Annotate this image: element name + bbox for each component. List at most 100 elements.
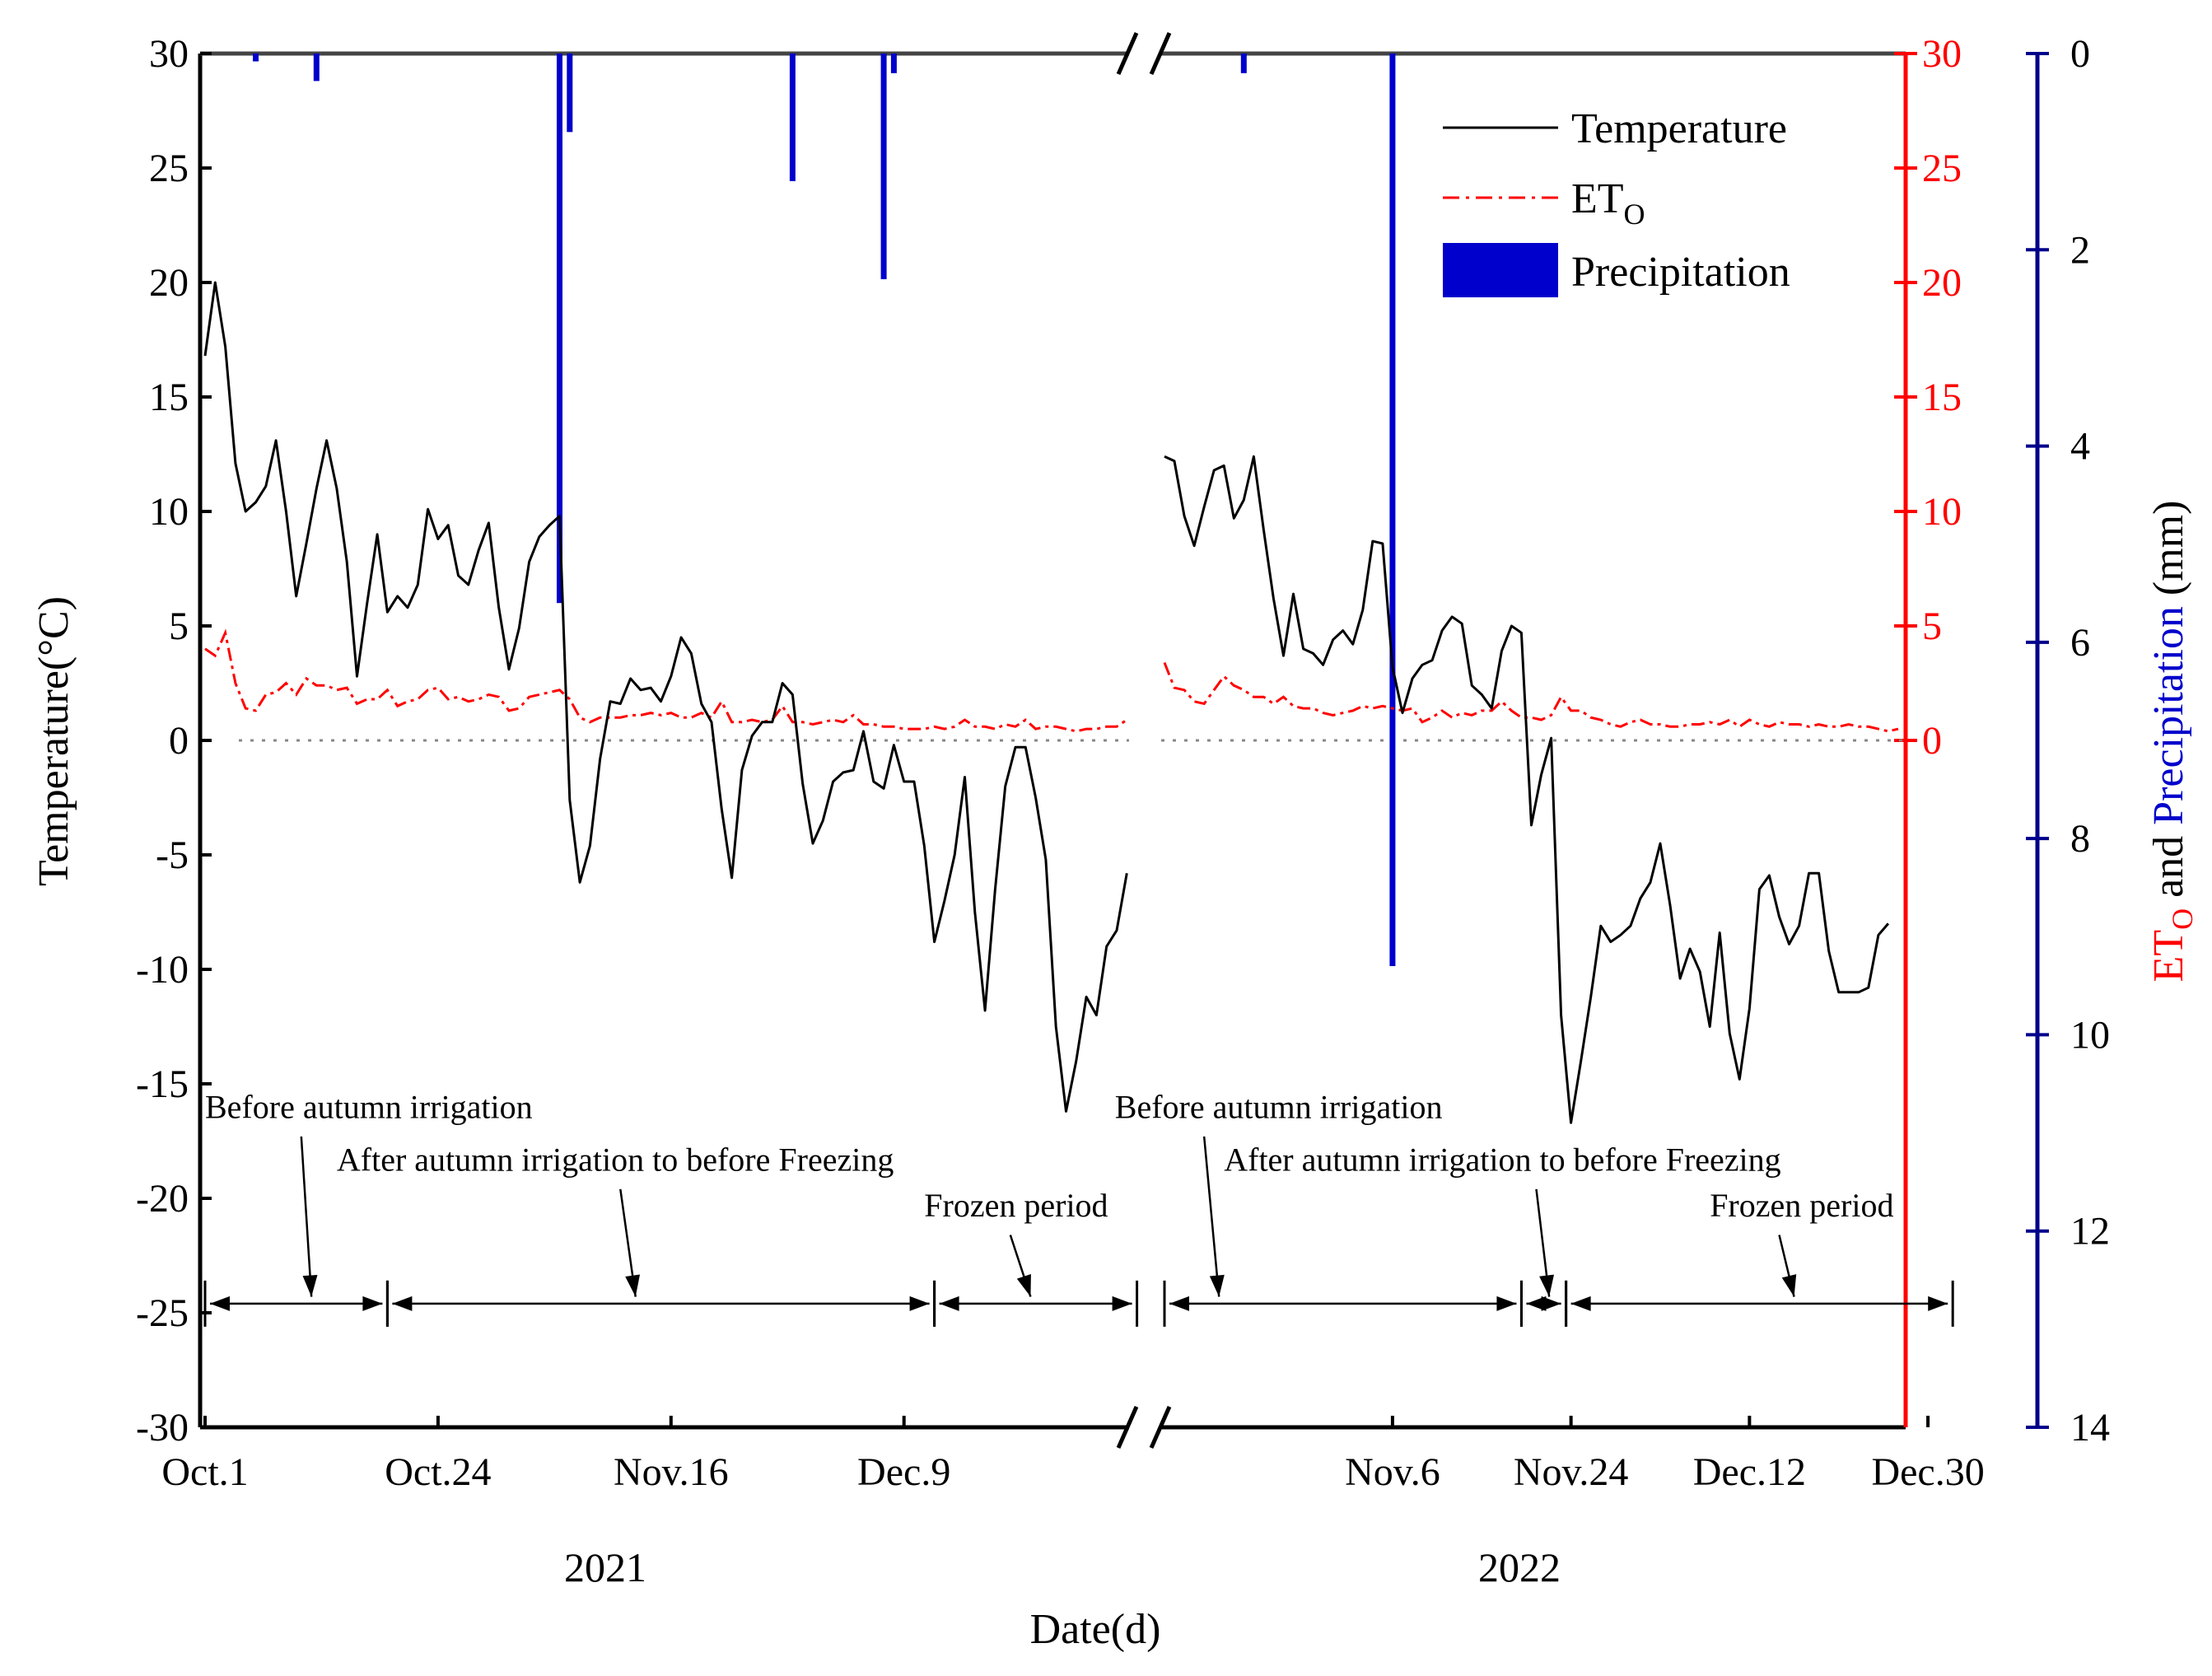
left-y-tick-label: -15 [136,1062,189,1106]
x-tick-label: Oct.1 [161,1450,248,1494]
precipitation-bars [253,54,1396,967]
period-arrowhead [1928,1296,1948,1311]
precip-y-tick-label: 10 [2070,1013,2110,1057]
left-y-tick-label: 15 [149,376,189,419]
precip-y-tick-label: 6 [2070,621,2090,665]
right-title-eto: ET [2145,930,2192,983]
eto-y-tick-label: 15 [1922,376,1962,419]
eto-y-tick-label: 0 [1922,719,1942,763]
period-arrowhead [362,1296,383,1311]
temperature-line [203,281,1128,1113]
x-tick-label: Dec.9 [857,1450,950,1494]
period-annotations: Before autumn irrigation After autumn irr… [205,1089,1893,1297]
precip-y-tick-label: 14 [2070,1406,2110,1450]
annotation-arrowhead [1016,1274,1031,1297]
left-y-tick-label: 5 [169,605,189,648]
left-y-tick-label: -20 [136,1177,189,1221]
x-tick-label: Nov.16 [614,1450,729,1494]
period-arrowhead [1526,1296,1547,1311]
left-y-tick-label: 20 [149,261,189,305]
precipitation-bar [789,54,796,181]
period-markers [203,1280,1954,1327]
right-title-precip: Precipitation [2145,606,2192,825]
x-axis: Oct.1 Oct.24 Nov.16 Dec.9 Nov.6 Nov.24 Dec.12 D… [161,1416,1985,1494]
axis-break-bottom [1116,1405,1172,1450]
right-title-unit: (mm) [2145,501,2192,607]
year-label: 2021 [564,1544,646,1590]
legend-label-temperature: Temperature [1571,105,1787,152]
period-arrowhead [1169,1296,1189,1311]
precip-y-tick-label: 12 [2070,1210,2110,1253]
left-y-tick-label: 25 [149,147,189,190]
eto-y-tick-label: 30 [1922,32,1962,76]
left-y-axis: 30 25 20 15 10 5 0 -5 -10 -15 -20 -25 -30 [136,32,212,1450]
legend-swatch-precipitation [1443,243,1558,297]
period-arrowhead [1570,1296,1591,1311]
eto-y-tick-label: 10 [1922,490,1962,534]
period-arrowhead [909,1296,930,1311]
precip-y-tick-label: 2 [2070,228,2090,272]
annotation-arrowhead [1781,1274,1797,1297]
precipitation-bar [880,54,887,280]
left-y-tick-label: -30 [136,1406,189,1450]
right-y-axis-title: ETO and Precipitation (mm) [2145,501,2199,983]
eto-y-tick-label: 25 [1922,147,1962,190]
eto-y-tick-label: 20 [1922,261,1962,305]
precipitation-bar [890,54,897,73]
precipitation-bar [557,54,562,604]
annotation-pointer [300,1136,313,1297]
annotation-arrowhead [1209,1274,1225,1297]
x-tick-label: Nov.24 [1514,1450,1629,1494]
left-y-tick-label: -5 [156,833,189,877]
period-arrowhead [1496,1296,1517,1311]
annotation-label: After autumn irrigation to before Freezi… [337,1141,894,1179]
annotation-arrowhead [625,1274,641,1297]
annotation-arrowhead [1539,1274,1554,1297]
annotation-label: Frozen period [1710,1187,1893,1224]
right-title-and: and [2145,825,2192,908]
annotation-arrowhead [302,1275,318,1297]
temperature-line [1164,455,1890,1124]
precipitation-bar [1240,54,1247,73]
left-y-tick-label: 0 [169,719,189,763]
period-arrowhead [1541,1296,1561,1311]
left-y-tick-label: -10 [136,948,189,992]
legend-label-precipitation: Precipitation [1571,249,1790,296]
temperature-series [203,281,1890,1124]
year-labels: 2021 2022 [564,1544,1561,1590]
annotation-label: After autumn irrigation to before Freezi… [1224,1141,1780,1179]
period-arrowhead [939,1296,959,1311]
legend-label-eto: ETO [1571,175,1645,231]
legend: Temperature ETO Precipitation [1443,105,1790,297]
precip-y-tick-label: 8 [2070,817,2090,861]
annotation-label: Frozen period [924,1187,1108,1224]
eto-y-tick-label: 5 [1922,605,1942,648]
annotation-label: Before autumn irrigation [205,1089,533,1126]
precipitation-bar [1389,54,1396,967]
precipitation-bar [313,54,320,82]
eto-line [204,628,1128,733]
left-y-tick-label: -25 [136,1291,189,1335]
right-title-eto-sub: O [2166,908,2199,930]
precipitation-bar [567,54,573,133]
precip-y-tick-label: 4 [2070,425,2090,469]
eto-line [1163,661,1899,733]
eto-y-axis: 30 25 20 15 10 5 0 [1894,32,1962,763]
axis-break-top [1116,31,1172,76]
precip-y-axis: 0 2 4 6 8 10 12 14 [2026,32,2110,1450]
annotation-pointer [1202,1136,1220,1297]
x-tick-label: Nov.6 [1345,1450,1440,1494]
x-tick-label: Dec.12 [1693,1450,1806,1494]
left-y-tick-label: 10 [149,490,189,534]
left-y-axis-title: Temperature(°C) [30,596,77,886]
annotation-label: Before autumn irrigation [1115,1089,1443,1126]
period-arrowhead [392,1296,413,1311]
year-label: 2022 [1478,1544,1561,1590]
period-arrowhead [1112,1296,1132,1311]
precipitation-bar [253,54,259,62]
x-tick-label: Oct.24 [385,1450,491,1494]
left-y-tick-label: 30 [149,32,189,76]
eto-series [204,628,1899,733]
